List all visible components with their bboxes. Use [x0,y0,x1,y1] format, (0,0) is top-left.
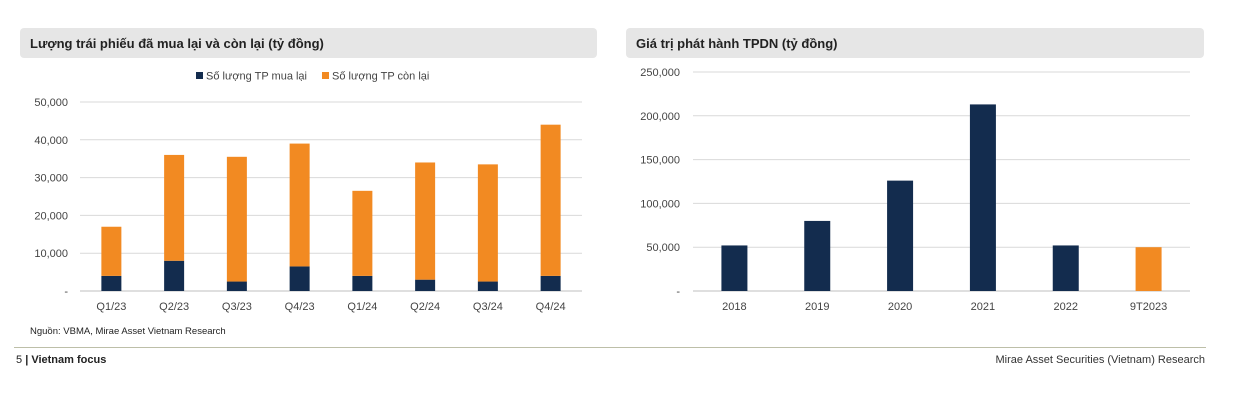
y-tick-label: 200,000 [640,111,680,123]
bar-segment-remaining [352,190,373,276]
bar-segment-remaining [477,164,498,282]
x-tick-label: 2022 [1054,301,1078,313]
bar [969,104,996,291]
bar-segment-remaining [289,143,310,267]
legend: Số lượng TP mua lại Số lượng TP còn lại [196,71,429,83]
legend-swatch-2 [322,72,329,79]
footer-left: 5 | Vietnam focus [16,354,106,366]
bar-segment-repurchased [226,281,247,291]
bar [887,180,914,291]
bar-segment-remaining [164,154,185,261]
x-tick-label: 2020 [888,301,912,313]
y-tick-label: 20,000 [34,210,68,222]
x-tick-label: 2021 [971,301,995,313]
x-tick-label: Q3/23 [222,301,252,313]
x-tick-label: 2019 [805,301,829,313]
footer-section: Vietnam focus [31,354,107,366]
legend-swatch-1 [196,72,203,79]
y-tick-label: - [676,286,680,298]
y-tick-label: 30,000 [34,173,68,185]
x-tick-label: Q2/24 [410,301,440,313]
y-tick-label: 250,000 [640,67,680,79]
bar-segment-remaining [540,124,561,276]
bar-segment-remaining [101,226,122,276]
issuance-bar-chart: - 50,000 100,000 150,000 200,000 250,000 2018 2… [640,67,1190,313]
y-tick-label: 100,000 [640,198,680,210]
bar [804,220,831,291]
footer-publisher: Mirae Asset Securities (Vietnam) Researc… [995,354,1206,366]
bar-segment-remaining [415,162,436,280]
x-tick-label: Q3/24 [473,301,503,313]
right-chart-title: Giá trị phát hành TPDN (tỷ đồng) [626,28,1204,58]
bar-segment-repurchased [415,279,436,291]
legend-label-2: Số lượng TP còn lại [332,71,429,83]
bar-segment-repurchased [289,266,310,291]
bar-segment-repurchased [164,260,185,291]
page-number: 5 [16,354,23,366]
x-tick-label: Q1/23 [96,301,126,313]
x-tick-label: Q4/23 [285,301,315,313]
y-tick-label: 50,000 [34,97,68,109]
bar-segment-repurchased [477,281,498,291]
bar-segment-repurchased [352,275,373,291]
bar-segment-repurchased [101,275,122,291]
x-tick-label: 9T2023 [1130,301,1167,313]
y-tick-label: 40,000 [34,135,68,147]
bar [1135,247,1162,291]
stacked-bar-chart: Số lượng TP mua lại Số lượng TP còn lại - 1… [34,71,582,313]
y-tick-label: 10,000 [34,248,68,260]
bar [1052,245,1079,291]
bar-segment-repurchased [540,275,561,291]
x-tick-label: Q1/24 [347,301,377,313]
bar [721,245,748,291]
footer-separator: | [25,354,29,366]
x-tick-label: Q2/23 [159,301,189,313]
legend-label-1: Số lượng TP mua lại [206,71,307,83]
x-tick-label: Q4/24 [536,301,566,313]
x-tick-label: 2018 [722,301,746,313]
footer-divider [14,347,1206,348]
bar-segment-remaining [226,156,247,282]
y-tick-label: 50,000 [646,242,680,254]
y-tick-label: - [64,286,68,298]
source-note: Nguồn: VBMA, Mirae Asset Vietnam Researc… [30,326,226,337]
left-chart-title: Lượng trái phiếu đã mua lại và còn lại (… [20,28,597,58]
y-tick-label: 150,000 [640,155,680,167]
